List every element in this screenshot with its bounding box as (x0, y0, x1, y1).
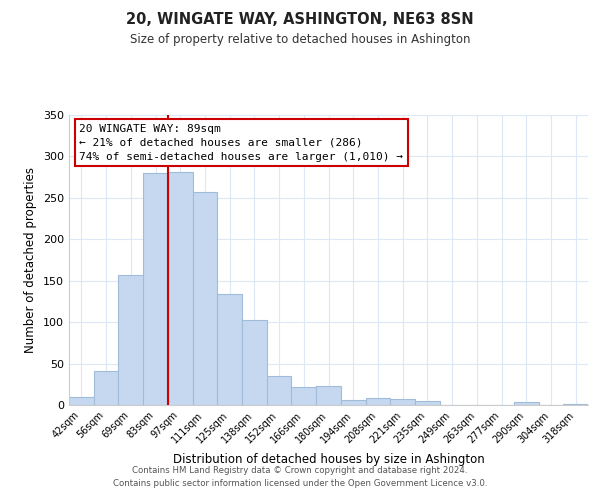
Bar (341, 400, 365, 405)
Bar (514, 402, 539, 405)
Bar (242, 320, 267, 405)
Text: 20, WINGATE WAY, ASHINGTON, NE63 8SN: 20, WINGATE WAY, ASHINGTON, NE63 8SN (126, 12, 474, 28)
Bar (168, 172, 193, 405)
Bar (143, 173, 168, 405)
Bar (415, 401, 440, 405)
Bar (69, 396, 94, 405)
Text: Size of property relative to detached houses in Ashington: Size of property relative to detached ho… (130, 32, 470, 46)
Bar (118, 275, 143, 405)
Bar (193, 192, 217, 405)
Bar (365, 398, 390, 405)
Bar (316, 386, 341, 405)
Bar (94, 371, 118, 405)
X-axis label: Distribution of detached houses by size in Ashington: Distribution of detached houses by size … (173, 453, 484, 466)
Bar (390, 399, 415, 405)
Bar (217, 294, 242, 405)
Bar (563, 404, 588, 405)
Bar (267, 376, 292, 405)
Y-axis label: Number of detached properties: Number of detached properties (25, 167, 37, 353)
Text: Contains HM Land Registry data © Crown copyright and database right 2024.
Contai: Contains HM Land Registry data © Crown c… (113, 466, 487, 487)
Bar (292, 387, 316, 405)
Text: 20 WINGATE WAY: 89sqm
← 21% of detached houses are smaller (286)
74% of semi-det: 20 WINGATE WAY: 89sqm ← 21% of detached … (79, 124, 403, 162)
